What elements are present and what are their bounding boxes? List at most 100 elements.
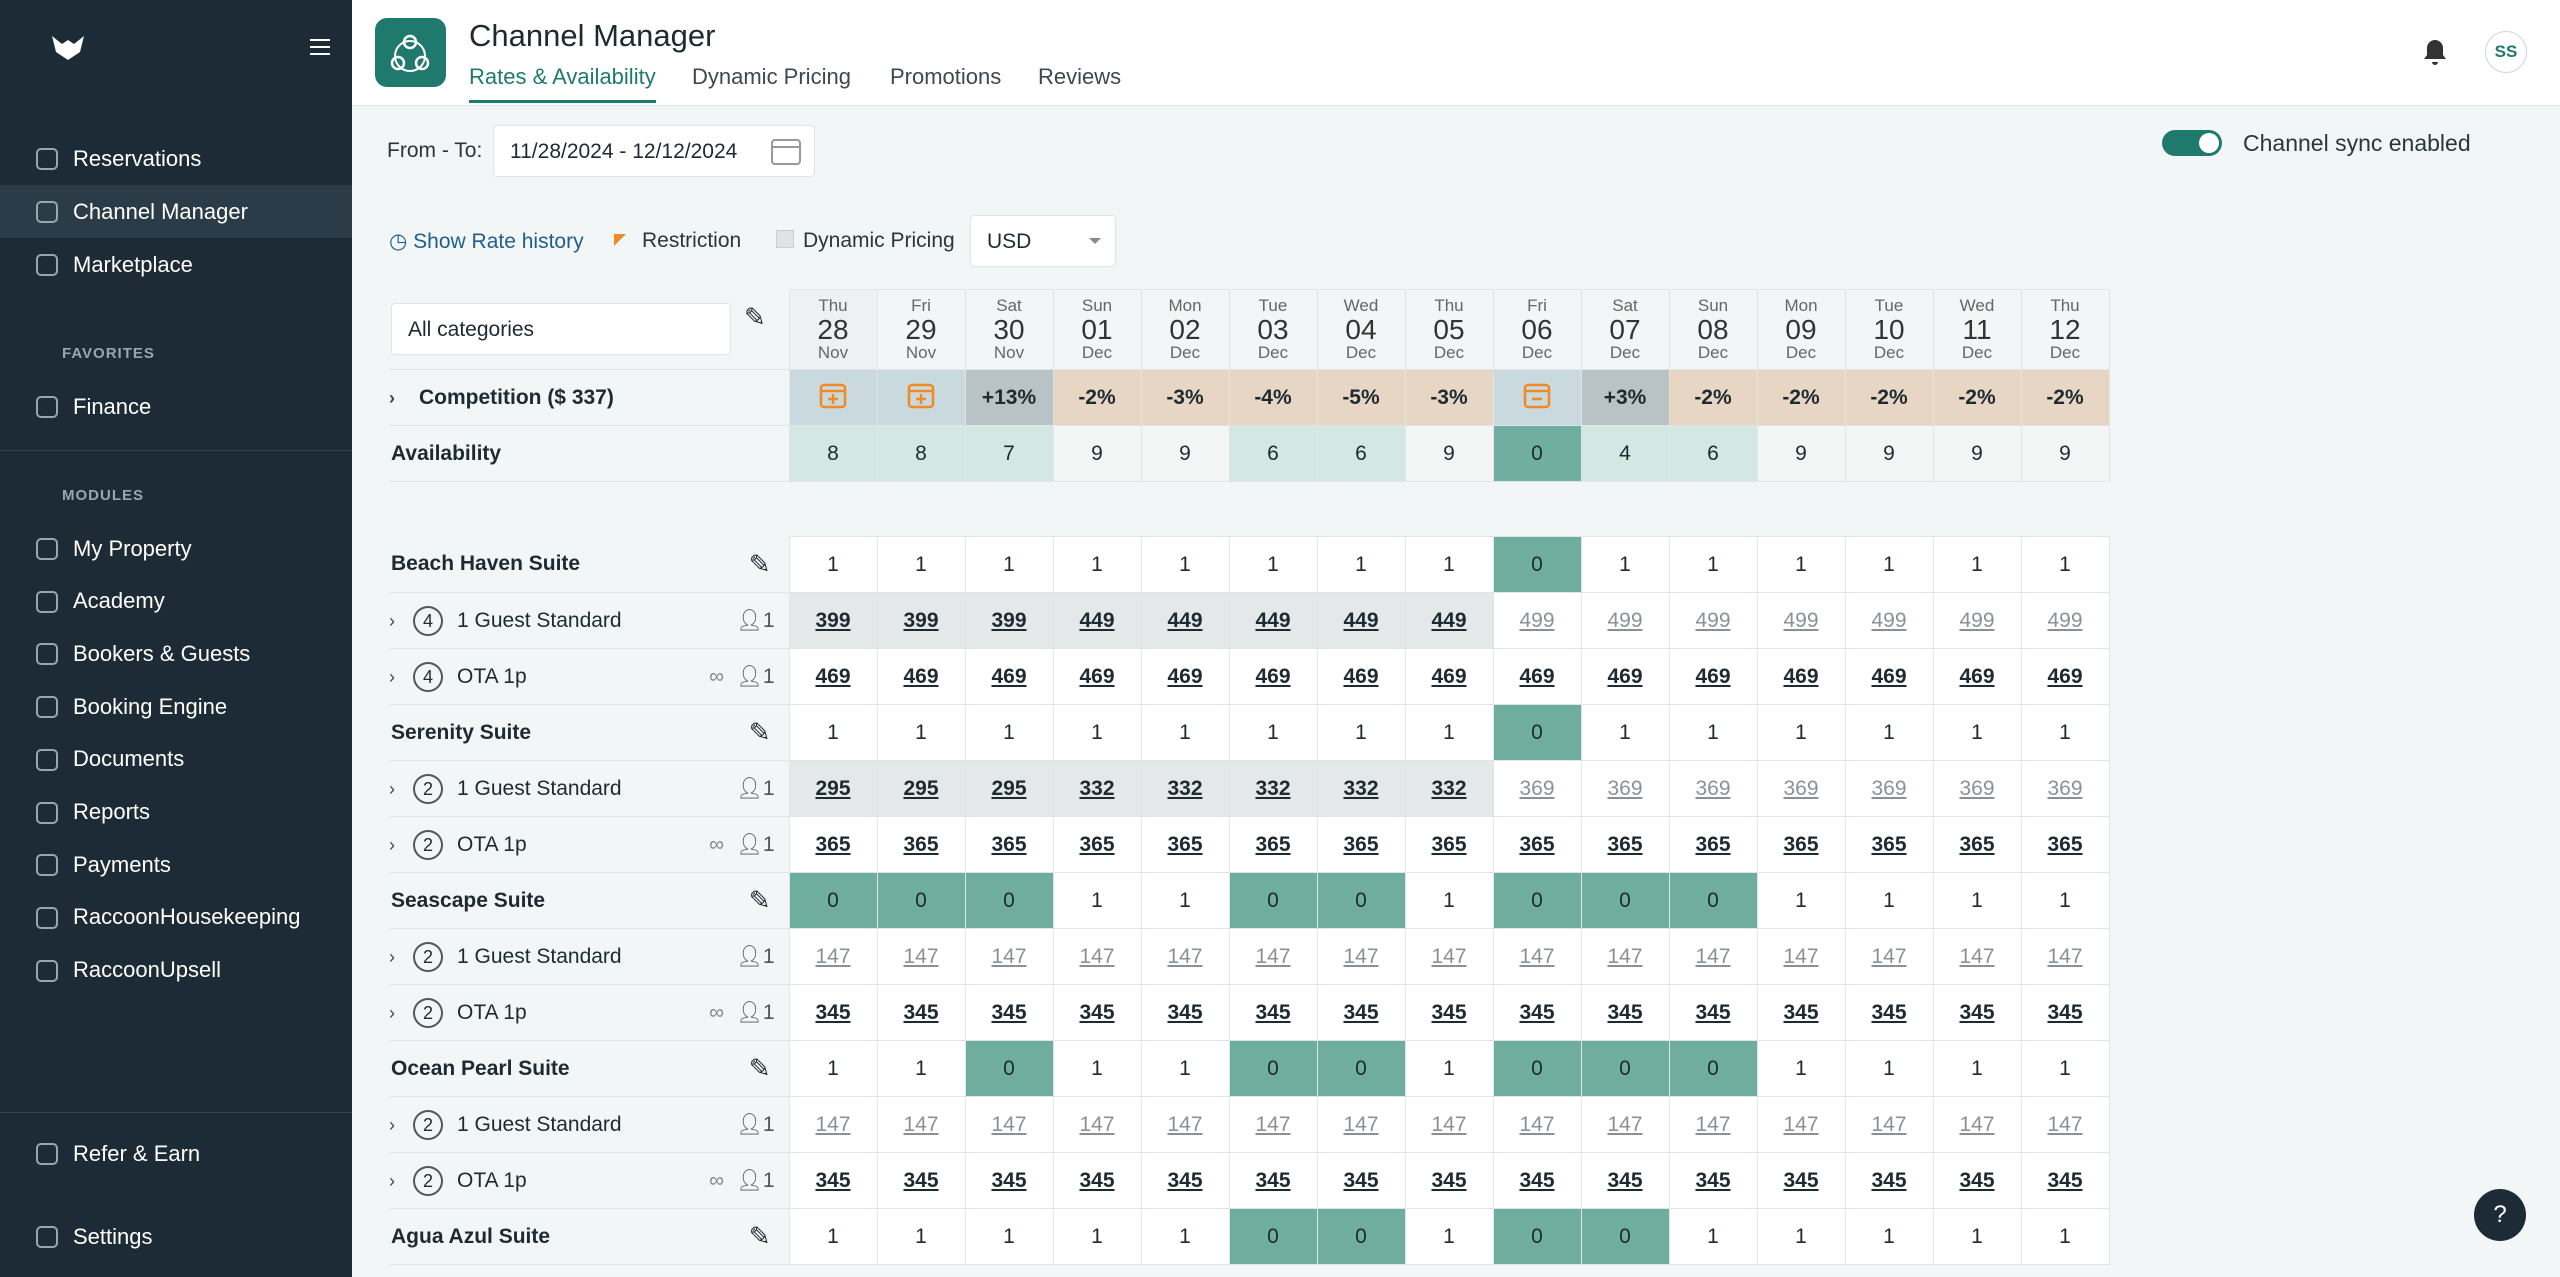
rate-cell[interactable]: 469 [1492, 648, 1582, 705]
rate-cell[interactable]: 449 [1316, 592, 1406, 649]
nav-item[interactable]: Payments [0, 838, 352, 891]
rate-cell[interactable]: 345 [1316, 984, 1406, 1041]
rate-cell[interactable]: 147 [2020, 928, 2110, 985]
rate-cell[interactable]: 499 [1932, 592, 2022, 649]
rate-cell[interactable]: 147 [1228, 928, 1318, 985]
rate-cell[interactable]: 399 [964, 592, 1054, 649]
rate-cell[interactable]: 365 [2020, 816, 2110, 873]
rate-cell[interactable]: 147 [876, 928, 966, 985]
rate-cell[interactable]: 469 [1404, 648, 1494, 705]
rate-cell[interactable]: 147 [1668, 1096, 1758, 1153]
rate-cell[interactable]: 332 [1316, 760, 1406, 817]
rate-cell[interactable]: 147 [1492, 1096, 1582, 1153]
rate-cell[interactable]: 147 [1228, 1096, 1318, 1153]
edit-icon[interactable]: ✎ [748, 548, 771, 579]
rate-cell[interactable]: 345 [1756, 1152, 1846, 1209]
rate-cell[interactable]: 345 [1756, 984, 1846, 1041]
rate-cell[interactable]: 369 [1492, 760, 1582, 817]
rate-cell[interactable]: 147 [1932, 928, 2022, 985]
rate-cell[interactable]: 365 [1052, 816, 1142, 873]
rate-cell[interactable]: 147 [1668, 928, 1758, 985]
rate-cell[interactable]: 332 [1404, 760, 1494, 817]
rate-cell[interactable]: 345 [1228, 984, 1318, 1041]
rate-cell[interactable]: 345 [1844, 1152, 1934, 1209]
expand[interactable]: › [389, 835, 395, 855]
rate-cell[interactable]: 295 [788, 760, 878, 817]
rate-cell[interactable]: 499 [1492, 592, 1582, 649]
rate-cell[interactable]: 345 [1492, 984, 1582, 1041]
nav-item[interactable]: Academy [0, 575, 352, 628]
rate-cell[interactable]: 369 [1668, 760, 1758, 817]
rate-cell[interactable]: 345 [964, 984, 1054, 1041]
rate-cell[interactable]: 365 [1140, 816, 1230, 873]
rate-cell[interactable]: 469 [876, 648, 966, 705]
tab[interactable]: Promotions [890, 64, 1002, 89]
rate-cell[interactable]: 369 [1580, 760, 1670, 817]
rate-cell[interactable]: 469 [788, 648, 878, 705]
rate-cell[interactable]: 147 [1140, 928, 1230, 985]
currency-select[interactable]: USD [970, 215, 1116, 267]
rate-cell[interactable]: 345 [1316, 1152, 1406, 1209]
rate-cell[interactable]: 345 [1580, 984, 1670, 1041]
rate-cell[interactable]: 399 [876, 592, 966, 649]
rate-cell[interactable]: 345 [1668, 984, 1758, 1041]
rate-cell[interactable]: 345 [1668, 1152, 1758, 1209]
rate-cell[interactable]: 369 [1756, 760, 1846, 817]
rate-cell[interactable]: 147 [964, 1096, 1054, 1153]
rate-cell[interactable]: 147 [1756, 928, 1846, 985]
rate-cell[interactable]: 365 [964, 816, 1054, 873]
rate-cell[interactable]: 365 [1844, 816, 1934, 873]
expand[interactable]: › [389, 1115, 395, 1135]
rate-cell[interactable]: 365 [788, 816, 878, 873]
rate-cell[interactable]: 345 [1140, 1152, 1230, 1209]
rate-cell[interactable]: 365 [1932, 816, 2022, 873]
expand[interactable]: › [389, 779, 395, 799]
rate-cell[interactable]: 147 [1404, 928, 1494, 985]
rate-cell[interactable]: 469 [1844, 648, 1934, 705]
nav-item[interactable]: Reservations [0, 132, 352, 185]
rate-cell[interactable]: 147 [876, 1096, 966, 1153]
nav-item[interactable]: Documents [0, 733, 352, 786]
rate-cell[interactable]: 365 [1404, 816, 1494, 873]
rate-cell[interactable]: 469 [1228, 648, 1318, 705]
rate-cell[interactable]: 332 [1052, 760, 1142, 817]
rate-cell[interactable]: 499 [2020, 592, 2110, 649]
rate-cell[interactable]: 295 [964, 760, 1054, 817]
avatar[interactable]: SS [2485, 31, 2527, 73]
rate-cell[interactable]: 469 [1932, 648, 2022, 705]
rate-cell[interactable]: 499 [1668, 592, 1758, 649]
help-button[interactable]: ? [2474, 1189, 2526, 1241]
edit-icon[interactable]: ✎ [748, 1221, 771, 1251]
nav-item[interactable]: RaccoonUpsell [0, 944, 352, 997]
rate-cell[interactable]: 147 [1052, 1096, 1142, 1153]
nav-item[interactable]: Reports [0, 786, 352, 839]
rate-cell[interactable]: 369 [1844, 760, 1934, 817]
nav-item[interactable]: Booking Engine [0, 680, 352, 733]
rate-cell[interactable]: 345 [1404, 984, 1494, 1041]
rate-cell[interactable]: 345 [1052, 1152, 1142, 1209]
rate-cell[interactable]: 469 [1668, 648, 1758, 705]
rate-cell[interactable]: 147 [1140, 1096, 1230, 1153]
rate-cell[interactable]: 365 [1580, 816, 1670, 873]
rate-cell[interactable]: 345 [1052, 984, 1142, 1041]
rate-cell[interactable]: 449 [1404, 592, 1494, 649]
rate-cell[interactable]: 147 [1316, 928, 1406, 985]
rate-cell[interactable]: 499 [1756, 592, 1846, 649]
rate-cell[interactable]: 345 [788, 1152, 878, 1209]
nav-item[interactable]: Settings [0, 1210, 352, 1263]
category-select[interactable]: All categories [391, 303, 731, 356]
rate-cell[interactable]: 365 [1668, 816, 1758, 873]
rate-cell[interactable]: 345 [964, 1152, 1054, 1209]
rate-cell[interactable]: 295 [876, 760, 966, 817]
sync-toggle[interactable] [2162, 130, 2222, 156]
notifications[interactable] [2420, 37, 2450, 67]
rate-cell[interactable]: 469 [1316, 648, 1406, 705]
tab[interactable]: Rates & Availability [469, 64, 656, 103]
rate-cell[interactable]: 499 [1580, 592, 1670, 649]
rate-cell[interactable]: 345 [1492, 1152, 1582, 1209]
rate-cell[interactable]: 345 [1844, 984, 1934, 1041]
rate-cell[interactable]: 147 [1756, 1096, 1846, 1153]
rate-cell[interactable]: 147 [788, 1096, 878, 1153]
rate-cell[interactable]: 345 [1932, 984, 2022, 1041]
expand[interactable]: › [389, 667, 395, 687]
